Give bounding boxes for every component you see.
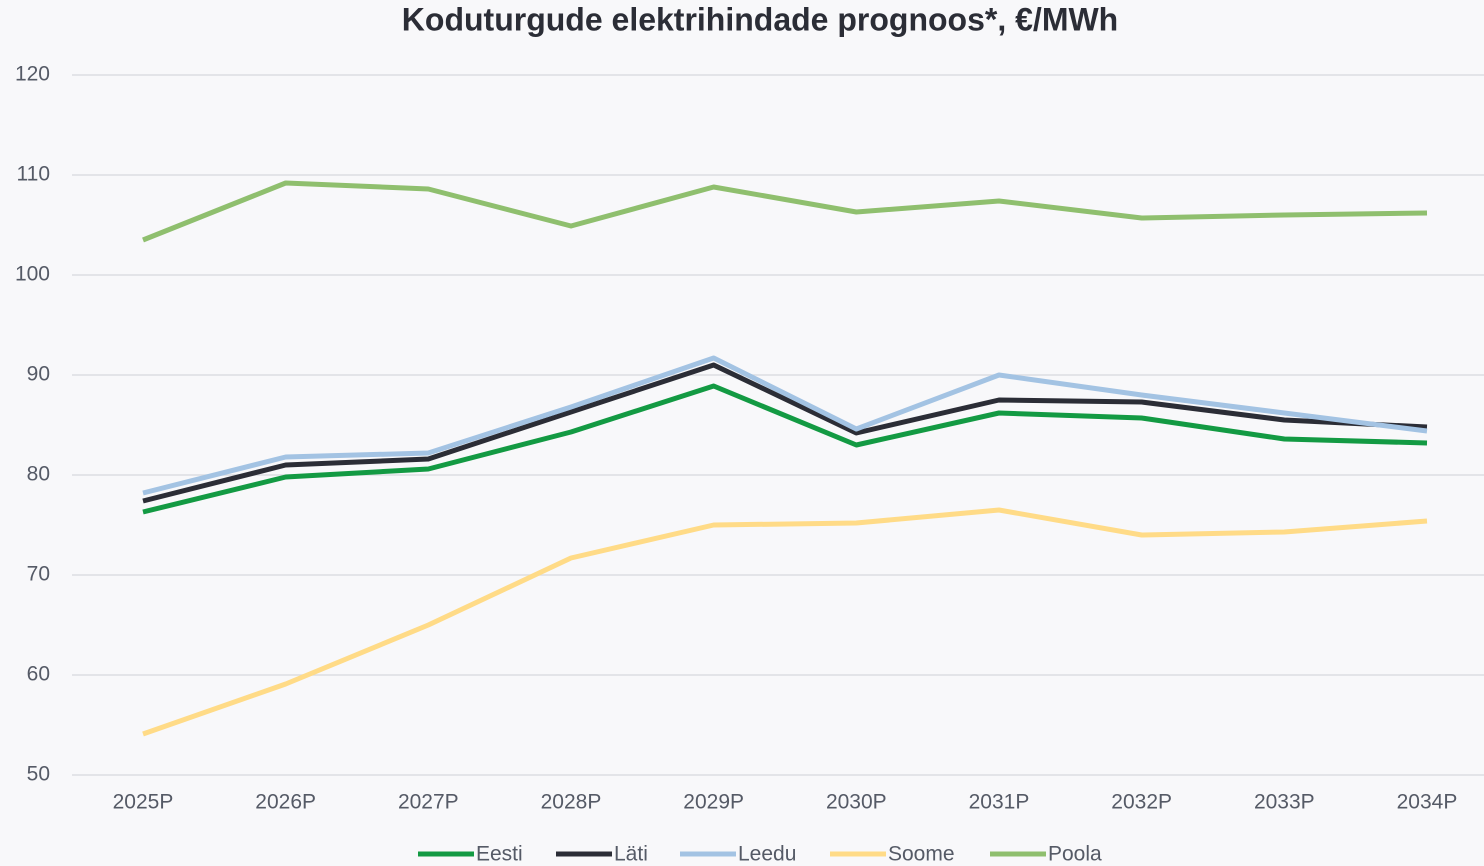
legend-label: Läti xyxy=(614,843,648,866)
x-tick-label: 2028P xyxy=(541,791,602,814)
legend-label: Eesti xyxy=(476,843,523,866)
x-tick-label: 2027P xyxy=(398,791,459,814)
x-tick-label: 2025P xyxy=(113,791,174,814)
series-line xyxy=(142,507,1428,737)
y-tick-label: 100 xyxy=(15,263,50,286)
y-tick-label: 90 xyxy=(27,363,50,386)
x-tick-label: 2033P xyxy=(1254,791,1315,814)
x-tick-label: 2034P xyxy=(1397,791,1458,814)
x-tick-label: 2030P xyxy=(826,791,887,814)
legend-label: Leedu xyxy=(738,843,796,866)
series-line xyxy=(142,355,1428,496)
series-line xyxy=(142,383,1428,515)
x-tick-label: 2032P xyxy=(1111,791,1172,814)
legend-label: Poola xyxy=(1048,843,1102,866)
y-tick-label: 110 xyxy=(17,163,50,186)
series-line xyxy=(142,180,1428,243)
y-tick-label: 60 xyxy=(27,663,50,686)
x-tick-label: 2029P xyxy=(683,791,744,814)
x-tick-label: 2026P xyxy=(255,791,316,814)
series-line xyxy=(142,362,1428,504)
y-tick-label: 80 xyxy=(27,463,50,486)
y-tick-label: 120 xyxy=(15,63,50,86)
y-tick-label: 50 xyxy=(27,763,50,786)
legend-label: Soome xyxy=(888,843,955,866)
x-tick-label: 2031P xyxy=(969,791,1030,814)
y-tick-label: 70 xyxy=(27,563,50,586)
chart-title: Koduturgude elektrihindade prognoos*, €/… xyxy=(402,1,1118,37)
